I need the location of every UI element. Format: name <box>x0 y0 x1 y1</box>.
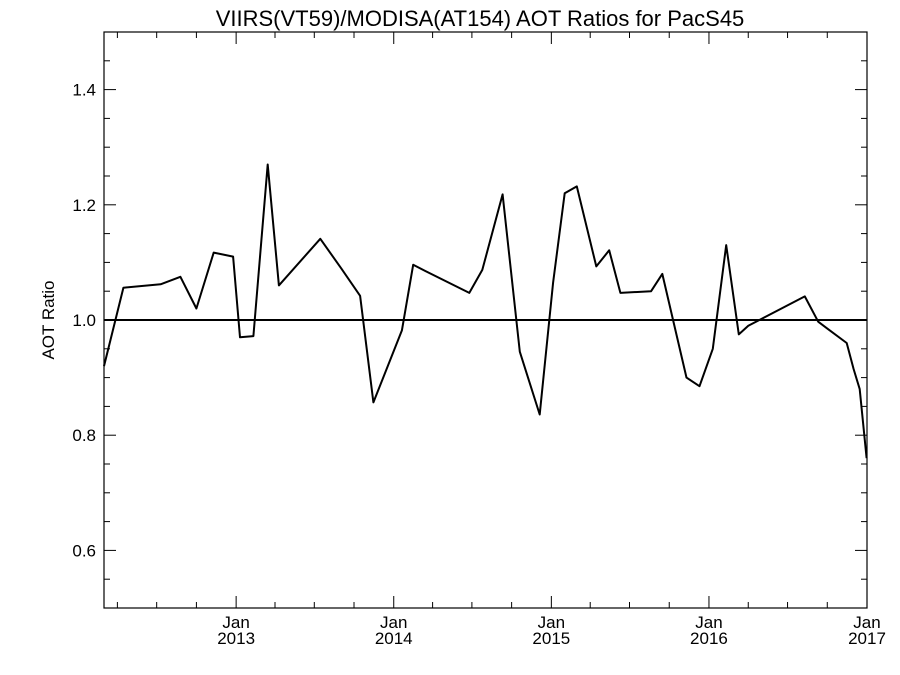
x-tick-month-label: Jan <box>380 613 407 632</box>
plot-lines <box>103 163 868 459</box>
tick-labels: 0.60.81.01.21.4Jan2013Jan2014Jan2015Jan2… <box>72 81 886 648</box>
y-tick-label: 1.0 <box>72 311 96 330</box>
x-tick-month-label: Jan <box>538 613 565 632</box>
x-tick-year-label: 2016 <box>690 629 728 648</box>
x-tick-year-label: 2015 <box>532 629 570 648</box>
y-tick-label: 1.2 <box>72 196 96 215</box>
x-tick-year-label: 2013 <box>217 629 255 648</box>
y-tick-label: 0.8 <box>72 426 96 445</box>
x-tick-year-label: 2017 <box>848 629 886 648</box>
y-tick-label: 0.6 <box>72 541 96 560</box>
x-tick-month-label: Jan <box>695 613 722 632</box>
y-tick-label: 1.4 <box>72 81 96 100</box>
x-tick-year-label: 2014 <box>375 629 413 648</box>
chart-title: VIIRS(VT59)/MODISA(AT154) AOT Ratios for… <box>216 6 745 31</box>
x-tick-month-label: Jan <box>222 613 249 632</box>
y-axis-label: AOT Ratio <box>39 280 58 359</box>
series-line <box>103 163 868 459</box>
plot-frame <box>103 31 868 609</box>
x-tick-month-label: Jan <box>853 613 880 632</box>
